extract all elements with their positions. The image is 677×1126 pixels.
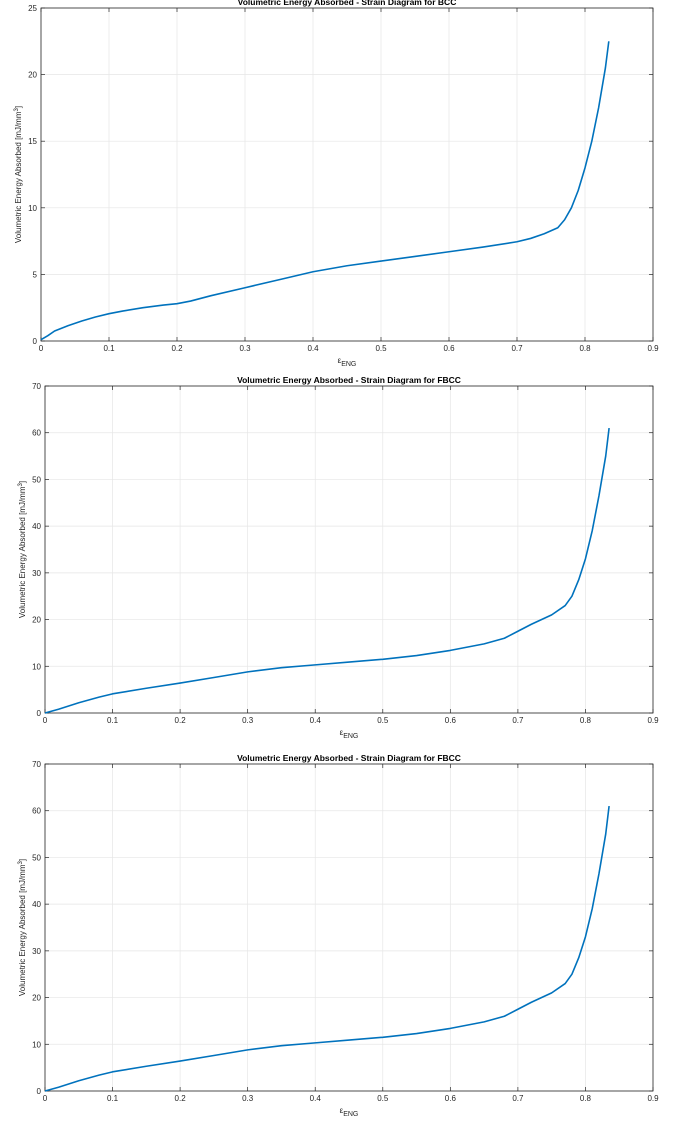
x-tick-label: 0.2 bbox=[175, 716, 187, 725]
x-tick-label: 0.7 bbox=[512, 1094, 524, 1103]
x-tick-label: 0.2 bbox=[171, 344, 183, 353]
y-tick-label: 10 bbox=[28, 204, 37, 213]
y-axis-label-main: Volumetric Energy Absorbed [mJ/mm bbox=[14, 111, 23, 243]
plot-area bbox=[45, 386, 653, 713]
x-axis-label: εENG bbox=[338, 356, 357, 368]
y-axis-label-superscript: 3 bbox=[18, 860, 24, 864]
y-tick-label: 0 bbox=[37, 1087, 42, 1096]
x-tick-label: 0.4 bbox=[307, 344, 319, 353]
x-axis-label-subscript: ENG bbox=[341, 361, 356, 368]
axes-box bbox=[44, 763, 654, 1092]
y-tick-label: 50 bbox=[32, 475, 41, 484]
chart-1: 0 0.1 0.2 0.3 0.4 0.5 0.6 0.7 0.8 0.9 0 5 10 15 20 25 Vo… bbox=[14, 0, 659, 368]
x-tick-label: 0.8 bbox=[579, 344, 591, 353]
data-line bbox=[44, 427, 610, 714]
x-tick-label: 0.1 bbox=[103, 344, 115, 353]
x-tick-label: 0.9 bbox=[647, 716, 659, 725]
y-tick-label: 60 bbox=[32, 429, 41, 438]
y-axis-label-superscript: 3 bbox=[14, 107, 20, 111]
x-axis-label-subscript: ENG bbox=[343, 733, 358, 740]
y-tick-label: 10 bbox=[32, 662, 41, 671]
x-axis-label-symbol: ε bbox=[338, 356, 342, 365]
x-tick-label: 0.9 bbox=[647, 344, 659, 353]
y-tick-label: 70 bbox=[32, 382, 41, 391]
y-axis-label-superscript: 3 bbox=[18, 482, 24, 486]
x-tick-label: 0.3 bbox=[242, 716, 254, 725]
y-tick-label: 70 bbox=[32, 760, 41, 769]
y-tick-label: 40 bbox=[32, 900, 41, 909]
x-tick-label: 0.5 bbox=[377, 1094, 389, 1103]
x-tick-label: 0.7 bbox=[512, 716, 524, 725]
x-axis-label-symbol: ε bbox=[340, 728, 344, 737]
y-axis-label-main: Volumetric Energy Absorbed [mJ/mm bbox=[18, 864, 27, 996]
y-tick-label: 60 bbox=[32, 807, 41, 816]
y-tick-label: 30 bbox=[32, 569, 41, 578]
chart-title: Volumetric Energy Absorbed - Strain Diag… bbox=[237, 753, 461, 763]
y-tick-label: 20 bbox=[32, 616, 41, 625]
x-tick-label: 0.8 bbox=[580, 1094, 592, 1103]
x-tick-label: 0 bbox=[43, 1094, 48, 1103]
y-tick-label: 20 bbox=[32, 994, 41, 1003]
x-tick-label: 0.2 bbox=[175, 1094, 187, 1103]
x-tick-label: 0.6 bbox=[443, 344, 455, 353]
y-axis-label: Volumetric Energy Absorbed [mJ/mm3] bbox=[14, 106, 23, 243]
x-tick-label: 0.3 bbox=[239, 344, 251, 353]
y-tick-label: 25 bbox=[28, 4, 37, 13]
y-axis-label-end: ] bbox=[18, 859, 27, 861]
data-line bbox=[44, 805, 610, 1092]
y-tick-label: 0 bbox=[33, 337, 38, 346]
y-axis-label-main: Volumetric Energy Absorbed [mJ/mm bbox=[18, 486, 27, 618]
data-line bbox=[40, 41, 610, 341]
y-tick-label: 50 bbox=[32, 853, 41, 862]
axes-box bbox=[40, 7, 654, 342]
x-tick-label: 0.3 bbox=[242, 1094, 254, 1103]
x-tick-label: 0.8 bbox=[580, 716, 592, 725]
x-axis-label-symbol: ε bbox=[340, 1106, 344, 1115]
x-axis-label-subscript: ENG bbox=[343, 1111, 358, 1118]
y-tick-label: 20 bbox=[28, 71, 37, 80]
x-tick-label: 0 bbox=[43, 716, 48, 725]
axes-box bbox=[44, 385, 654, 714]
y-tick-label: 10 bbox=[32, 1040, 41, 1049]
x-tick-label: 0.6 bbox=[445, 716, 457, 725]
chart-title: Volumetric Energy Absorbed - Strain Diag… bbox=[238, 0, 457, 7]
y-axis-label: Volumetric Energy Absorbed [mJ/mm3] bbox=[18, 859, 27, 996]
x-tick-label: 0.9 bbox=[647, 1094, 659, 1103]
x-tick-label: 0.4 bbox=[310, 1094, 322, 1103]
y-tick-label: 30 bbox=[32, 947, 41, 956]
y-tick-label: 15 bbox=[28, 137, 37, 146]
x-tick-label: 0.4 bbox=[310, 716, 322, 725]
y-tick-label: 40 bbox=[32, 522, 41, 531]
plot-area bbox=[41, 8, 653, 341]
y-axis-label-end: ] bbox=[18, 481, 27, 483]
chart-title: Volumetric Energy Absorbed - Strain Diag… bbox=[237, 375, 461, 385]
x-tick-label: 0.7 bbox=[511, 344, 523, 353]
x-tick-label: 0.1 bbox=[107, 1094, 119, 1103]
y-tick-label: 0 bbox=[37, 709, 42, 718]
y-axis-label-end: ] bbox=[14, 106, 23, 108]
y-axis-label: Volumetric Energy Absorbed [mJ/mm3] bbox=[18, 481, 27, 618]
chart-2: 0 0.1 0.2 0.3 0.4 0.5 0.6 0.7 0.8 0.9 0 10 20 30 40 50 6… bbox=[18, 375, 659, 740]
x-tick-label: 0.5 bbox=[377, 716, 389, 725]
x-tick-label: 0.1 bbox=[107, 716, 119, 725]
x-tick-label: 0.6 bbox=[445, 1094, 457, 1103]
x-axis-label: εENG bbox=[340, 1106, 359, 1118]
x-tick-label: 0.5 bbox=[375, 344, 387, 353]
chart-3: 0 0.1 0.2 0.3 0.4 0.5 0.6 0.7 0.8 0.9 0 10 20 30 40 50 6… bbox=[18, 753, 659, 1118]
x-axis-label: εENG bbox=[340, 728, 359, 740]
plot-area bbox=[45, 764, 653, 1091]
x-tick-label: 0 bbox=[39, 344, 44, 353]
y-tick-label: 5 bbox=[33, 270, 38, 279]
